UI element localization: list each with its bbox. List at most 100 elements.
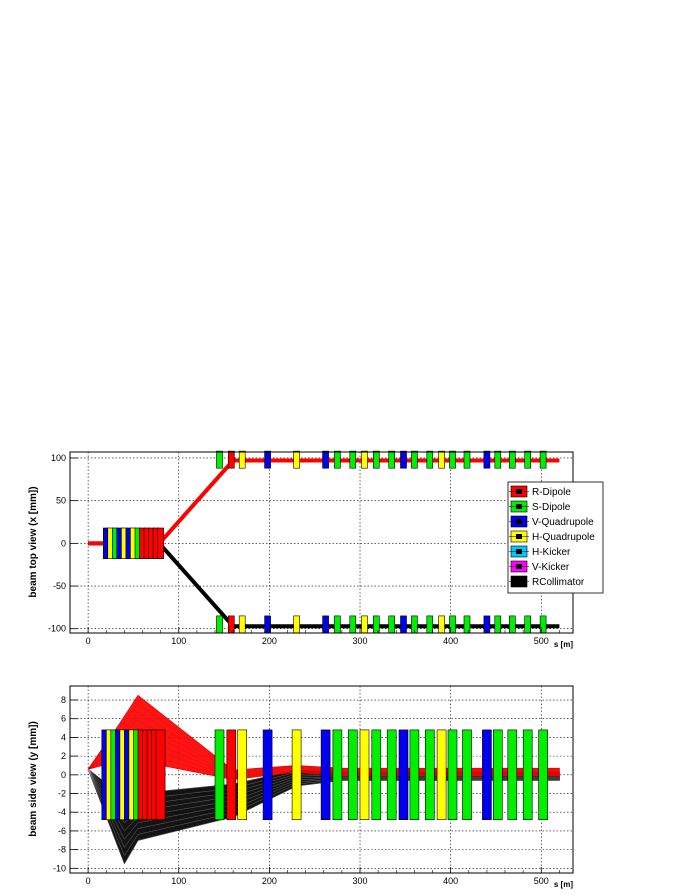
y-tick-label: 50 xyxy=(56,496,66,506)
y-tick-label: -2 xyxy=(58,789,66,799)
y-tick-label: -10 xyxy=(53,863,66,873)
magnet-v-quadrupole xyxy=(322,450,329,469)
legend: R-Dipole S-Dipole V-Quadrupole H-Quadrupole… xyxy=(507,481,604,594)
magnet-s-dipole xyxy=(492,729,503,821)
magnet-v-quadrupole xyxy=(400,615,407,634)
x-tick-label: 500 xyxy=(534,876,549,886)
top-view-panel: 0 100 200 300 400 500 -100 -50 0 50 100 beam top vi… xyxy=(28,450,574,649)
side-view-panel: 0 100 200 300 400 500 -10 -8 -6 -4 -2 0 2 4 6 8 beam sid… xyxy=(28,685,574,889)
magnet-s-dipole xyxy=(409,729,420,821)
magnet-h-quadrupole xyxy=(238,450,246,469)
magnet-h-quadrupole xyxy=(361,450,368,469)
magnet-v-quadrupole xyxy=(398,729,409,821)
magnet-s-dipole xyxy=(349,615,357,634)
magnet-v-quadrupole xyxy=(264,450,271,469)
magnet-s-dipole xyxy=(388,615,396,634)
magnet-v-quadrupole xyxy=(320,729,331,821)
magnet-v-quadrupole xyxy=(262,729,273,821)
magnet-s-dipole xyxy=(332,729,343,821)
magnet-s-dipole xyxy=(426,615,434,634)
magnet-h-quadrupole xyxy=(438,615,445,634)
legend-label: R-Dipole xyxy=(532,487,571,498)
legend-label: H-Kicker xyxy=(532,547,571,558)
magnet-s-dipole xyxy=(349,450,357,469)
magnet-s-dipole xyxy=(524,615,532,634)
x-tick-label: 200 xyxy=(262,636,277,646)
x-tick-label: 100 xyxy=(171,876,186,886)
y-tick-label: 2 xyxy=(61,751,66,761)
magnet-v-quadrupole xyxy=(483,450,491,469)
y-tick-label: 0 xyxy=(61,538,66,548)
magnet-s-dipole xyxy=(216,450,223,469)
legend-label: S-Dipole xyxy=(532,502,571,513)
magnet-h-quadrupole xyxy=(238,615,246,634)
magnet-s-dipole xyxy=(388,450,396,469)
x-tick-label: 300 xyxy=(353,876,368,886)
magnet-s-dipole xyxy=(494,615,502,634)
magnet-r-dipole xyxy=(155,729,166,821)
magnet-s-dipole xyxy=(508,450,516,469)
magnet-s-dipole xyxy=(347,729,358,821)
magnet-h-quadrupole xyxy=(361,615,368,634)
magnet-s-dipole xyxy=(426,450,434,469)
magnet-s-dipole xyxy=(463,615,471,634)
x-tick-label: 400 xyxy=(443,876,458,886)
magnet-h-quadrupole xyxy=(237,729,247,821)
y-tick-label: 8 xyxy=(61,695,66,705)
magnet-h-quadrupole xyxy=(293,450,300,469)
magnet-s-dipole xyxy=(372,450,380,469)
magnet-s-dipole xyxy=(411,450,418,469)
y-tick-label: -4 xyxy=(58,807,66,817)
magnet-h-quadrupole xyxy=(359,729,370,821)
magnet-s-dipole xyxy=(424,729,435,821)
magnet-v-quadrupole xyxy=(400,450,407,469)
magnet-s-dipole xyxy=(507,729,518,821)
x-axis-title: s [m] xyxy=(554,640,573,649)
x-tick-label: 0 xyxy=(86,636,91,646)
magnet-h-quadrupole xyxy=(293,615,300,634)
magnet-v-quadrupole xyxy=(482,729,492,821)
magnet-s-dipole xyxy=(214,729,225,821)
x-axis-title: s [m] xyxy=(554,880,573,889)
magnet-s-dipole xyxy=(538,729,548,821)
y-tick-label: 0 xyxy=(61,770,66,780)
magnet-s-dipole xyxy=(494,450,502,469)
legend-label: V-Quadrupole xyxy=(532,517,594,528)
legend-label: RCollimator xyxy=(532,577,585,588)
magnet-s-dipole xyxy=(216,615,223,634)
magnet-r-dipole xyxy=(226,729,237,821)
x-tick-label: 100 xyxy=(171,636,186,646)
y-tick-label: 6 xyxy=(61,714,66,724)
y-tick-label: -100 xyxy=(48,624,66,634)
magnet-s-dipole xyxy=(447,729,458,821)
magnet-s-dipole xyxy=(386,729,397,821)
x-tick-label: 200 xyxy=(262,876,277,886)
plot-frame xyxy=(69,685,574,874)
magnet-h-quadrupole xyxy=(291,729,302,821)
magnet-s-dipole xyxy=(539,450,547,469)
magnet-h-quadrupole xyxy=(438,450,445,469)
magnet-s-dipole xyxy=(334,615,341,634)
magnet-s-dipole xyxy=(371,729,382,821)
x-tick-label: 0 xyxy=(86,876,91,886)
magnet-s-dipole xyxy=(524,450,532,469)
magnet-s-dipole xyxy=(463,450,471,469)
magnet-s-dipole xyxy=(449,450,456,469)
magnet-r-dipole xyxy=(228,450,235,469)
magnet-s-dipole xyxy=(522,729,533,821)
magnet-s-dipole xyxy=(334,450,341,469)
y-axis-title: beam top view (x [mm]) xyxy=(28,486,39,597)
y-tick-label: -6 xyxy=(58,826,66,836)
magnet-s-dipole xyxy=(462,729,472,821)
x-tick-label: 400 xyxy=(443,636,458,646)
x-tick-label: 500 xyxy=(534,636,549,646)
y-tick-label: -8 xyxy=(58,845,66,855)
magnet-s-dipole xyxy=(508,615,516,634)
y-tick-label: 4 xyxy=(61,732,66,742)
y-axis-title: beam side view (y [mm]) xyxy=(28,721,39,837)
magnet-r-dipole xyxy=(157,527,164,560)
magnet-h-quadrupole xyxy=(436,729,447,821)
x-tick-label: 300 xyxy=(353,636,368,646)
legend-label: H-Quadrupole xyxy=(532,532,595,543)
